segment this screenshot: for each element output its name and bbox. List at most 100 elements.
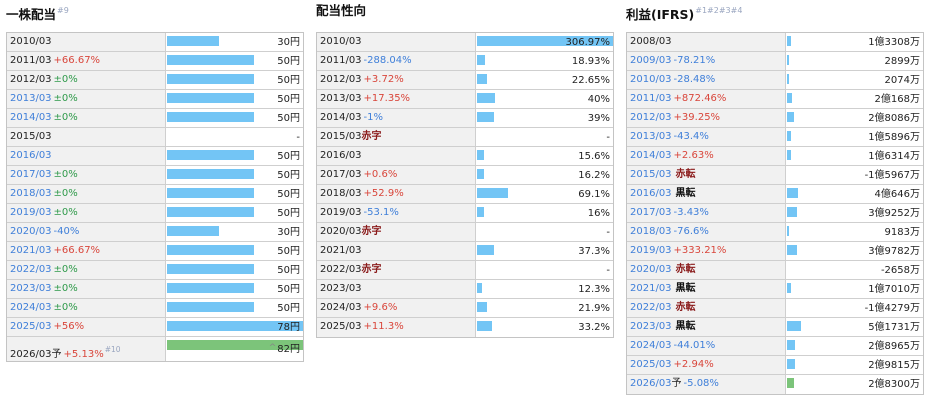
row-value-text: 2億9815万 <box>868 360 920 371</box>
row-value-text: 4億646万 <box>874 189 920 200</box>
row-label: 2021/03 黒転 <box>627 280 786 298</box>
row-value: 37.3% <box>578 242 610 262</box>
year-link[interactable]: 2023/03 <box>630 321 672 332</box>
year-link[interactable]: 2024/03 <box>10 302 52 313</box>
year-link[interactable]: 2022/03 <box>630 302 672 313</box>
year-label: 2012/03 <box>10 74 52 85</box>
change-text: -44.01% <box>673 340 716 351</box>
row-value: 306.97% <box>566 33 611 53</box>
year-link[interactable]: 2014/03 <box>10 112 52 123</box>
year-link[interactable]: 2020/03 <box>630 264 672 275</box>
year-link[interactable]: 2013/03 <box>630 131 672 142</box>
year-link[interactable]: 2009/03 <box>630 55 672 66</box>
table-row: 2015/03 - <box>7 128 303 147</box>
year-link[interactable]: 2019/03 <box>10 207 52 218</box>
row-label: 2011/03 +872.46% <box>627 90 786 108</box>
row-label: 2018/03 ±0% <box>7 185 166 203</box>
row-value-text: 15.6% <box>578 151 610 162</box>
row-label: 2012/03 ±0% <box>7 71 166 89</box>
row-value-text: 3億9782万 <box>868 246 920 257</box>
row-value-text: 50円 <box>277 246 300 257</box>
year-link[interactable]: 2019/03 <box>630 245 672 256</box>
row-value-text: 50円 <box>277 265 300 276</box>
year-label: 2022/03 <box>320 264 362 275</box>
table-row: 2014/03 -1% 39% <box>317 109 613 128</box>
year-link[interactable]: 2018/03 <box>10 188 52 199</box>
table-row: 2013/03 +17.35% 40% <box>317 90 613 109</box>
row-value-text: 1億3308万 <box>868 37 920 48</box>
year-link[interactable]: 2022/03 <box>10 264 52 275</box>
change-text: 赤転 <box>675 169 696 180</box>
value-bar <box>787 93 792 103</box>
year-link[interactable]: 2025/03 <box>630 359 672 370</box>
caret-mark: ^ <box>268 343 277 353</box>
table-row: 2010/03 306.97% <box>317 33 613 52</box>
year-link[interactable]: 2013/03 <box>10 93 52 104</box>
year-link[interactable]: 2021/03 <box>10 245 52 256</box>
year-link[interactable]: 2023/03 <box>10 283 52 294</box>
row-value: 50円 <box>277 52 300 72</box>
change-text: ±0% <box>53 302 78 313</box>
change-text: ±0% <box>53 112 78 123</box>
year-link[interactable]: 2025/03 <box>10 321 52 332</box>
row-value: 2億168万 <box>875 90 920 110</box>
table-row: 2018/03 +52.9% 69.1% <box>317 185 613 204</box>
row-value: 50円 <box>277 147 300 167</box>
change-text: -40% <box>53 226 80 237</box>
row-value-text: 1億7010万 <box>868 284 920 295</box>
row-value: 9183万 <box>885 223 920 243</box>
footnote-link[interactable]: #10 <box>104 345 121 354</box>
row-label: 2020/03 -40% <box>7 223 166 241</box>
table-row: 2025/03 +56% 78円 <box>7 318 303 337</box>
row-value: 30円 <box>277 223 300 243</box>
row-value-text: 2億8965万 <box>868 341 920 352</box>
year-link[interactable]: 2018/03 <box>630 226 672 237</box>
profit-title-note[interactable]: #1#2#3#4 <box>695 6 743 15</box>
value-bar <box>167 340 303 350</box>
row-value-text: 50円 <box>277 75 300 86</box>
change-text: 赤字 <box>361 226 382 237</box>
table-row: 2017/03 +0.6% 16.2% <box>317 166 613 185</box>
row-label: 2014/03 -1% <box>317 109 476 127</box>
value-bar <box>787 359 795 369</box>
year-link[interactable]: 2012/03 <box>630 112 672 123</box>
table-row: 2023/03 12.3% <box>317 280 613 299</box>
row-value-text: 2億168万 <box>874 94 920 105</box>
year-link[interactable]: 2016/03 <box>630 188 672 199</box>
value-bar <box>167 112 254 122</box>
change-text: +0.6% <box>363 169 398 180</box>
value-bar <box>787 340 795 350</box>
year-link[interactable]: 2017/03 <box>630 207 672 218</box>
row-value-text: 2億8086万 <box>868 113 920 124</box>
row-value-text: 12.3% <box>578 284 610 295</box>
row-label: 2018/03 +52.9% <box>317 185 476 203</box>
row-value: 50円 <box>277 242 300 262</box>
row-label: 2008/03 <box>627 33 786 51</box>
row-value-text: 2億8300万 <box>868 379 920 390</box>
year-link[interactable]: 2011/03 <box>630 93 672 104</box>
table-row: 2017/03 -3.43% 3億9252万 <box>627 204 923 223</box>
row-value: 2074万 <box>885 71 920 91</box>
dividend-title-text: 一株配当 <box>6 7 57 22</box>
forecast-mark: 予 <box>51 349 62 360</box>
year-label: 2019/03 <box>320 207 362 218</box>
year-link[interactable]: 2020/03 <box>10 226 52 237</box>
value-bar <box>787 245 797 255</box>
year-link[interactable]: 2015/03 <box>630 169 672 180</box>
row-label: 2021/03 <box>317 242 476 260</box>
dividend-title-note[interactable]: #9 <box>57 6 69 15</box>
forecast-mark: 予 <box>671 378 682 389</box>
year-link[interactable]: 2026/03 <box>630 378 672 389</box>
value-bar <box>787 74 789 84</box>
year-link[interactable]: 2016/03 <box>10 150 52 161</box>
year-link[interactable]: 2024/03 <box>630 340 672 351</box>
year-link[interactable]: 2014/03 <box>630 150 672 161</box>
table-row: 2019/03 -53.1% 16% <box>317 204 613 223</box>
year-link[interactable]: 2010/03 <box>630 74 672 85</box>
row-value-text: -1億4279万 <box>864 303 920 314</box>
row-label: 2024/03 ±0% <box>7 299 166 317</box>
change-text: ±0% <box>53 283 78 294</box>
value-bar <box>167 245 254 255</box>
year-link[interactable]: 2021/03 <box>630 283 672 294</box>
year-link[interactable]: 2017/03 <box>10 169 52 180</box>
